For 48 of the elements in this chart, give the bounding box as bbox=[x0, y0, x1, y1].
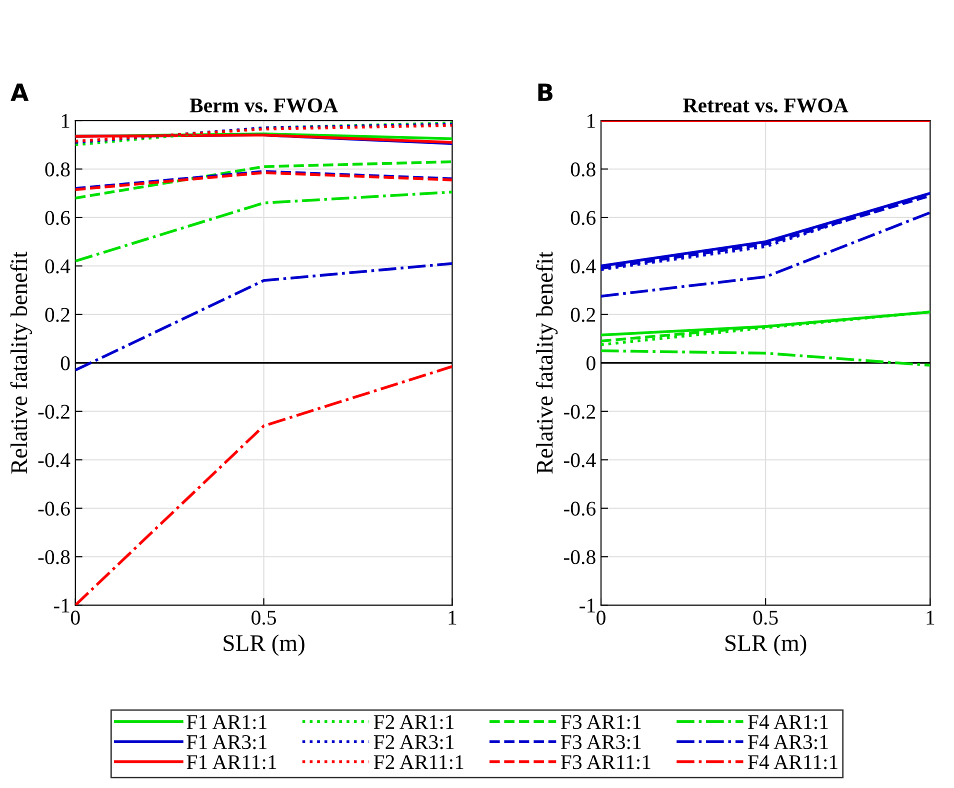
x-tick-label: 1 bbox=[926, 610, 934, 624]
y-tick-label: 0.2 bbox=[570, 308, 596, 322]
x-tick-label: 0.5 bbox=[753, 610, 778, 625]
x-tick-label: 0.5 bbox=[252, 610, 276, 625]
y-tick-label: 1 bbox=[62, 114, 70, 128]
y-tick-label: -0.4 bbox=[38, 453, 70, 468]
y-tick-label: 0.2 bbox=[45, 308, 70, 322]
y-tick-label: 0.8 bbox=[570, 162, 596, 177]
legend-label: F4 AR11:1 bbox=[748, 755, 838, 770]
y-tick-label: 1 bbox=[588, 114, 595, 128]
y-tick-label: 0 bbox=[586, 356, 596, 370]
legend-label: F1 AR3:1 bbox=[186, 735, 267, 750]
y-tick-label: 0.4 bbox=[570, 259, 596, 274]
y-tick-label: 0.6 bbox=[45, 210, 70, 226]
x-axis-title: SLR (m) bbox=[224, 634, 304, 656]
x-axis-title: SLR (m) bbox=[726, 634, 806, 656]
y-tick-label: -0.4 bbox=[564, 453, 596, 468]
y-tick-label: -0.2 bbox=[38, 404, 70, 419]
y-axis-title: Relative fatality benefit bbox=[536, 252, 558, 474]
y-tick-label: 0.6 bbox=[570, 210, 596, 226]
legend-label: F3 AR1:1 bbox=[560, 715, 641, 730]
y-axis-title: Relative fatality benefit bbox=[10, 252, 32, 474]
legend-label: F2 AR1:1 bbox=[374, 715, 454, 730]
legend-label: F1 AR11:1 bbox=[186, 755, 276, 770]
legend-label: F2 AR3:1 bbox=[374, 735, 454, 750]
legend-label: F1 AR1:1 bbox=[186, 715, 267, 730]
y-tick-label: 0.4 bbox=[45, 259, 70, 274]
chart-title: Berm vs. FWOA bbox=[190, 98, 338, 113]
y-tick-label: -0.6 bbox=[38, 502, 70, 516]
legend-label: F4 AR1:1 bbox=[748, 715, 828, 730]
y-tick-label: -1 bbox=[580, 598, 595, 612]
text: B bbox=[538, 84, 552, 101]
x-tick-label: 0 bbox=[70, 610, 80, 625]
x-tick-label: 1 bbox=[448, 610, 456, 624]
chart-title: Retreat vs. FWOA bbox=[683, 98, 848, 113]
x-tick-label: 0 bbox=[596, 610, 606, 625]
text: A bbox=[10, 84, 29, 101]
legend-label: F2 AR11:1 bbox=[374, 755, 464, 770]
y-tick-label: -1 bbox=[54, 598, 70, 612]
y-tick-label: -0.8 bbox=[38, 550, 70, 564]
y-tick-label: 0 bbox=[60, 356, 70, 370]
y-tick-label: -0.6 bbox=[564, 502, 596, 516]
y-tick-label: -0.8 bbox=[564, 550, 596, 564]
legend-label: F3 AR11:1 bbox=[560, 755, 650, 770]
y-tick-label: 0.8 bbox=[45, 162, 70, 177]
legend-label: F4 AR3:1 bbox=[748, 735, 828, 750]
y-tick-label: -0.2 bbox=[564, 404, 596, 419]
legend-label: F3 AR3:1 bbox=[560, 735, 641, 750]
